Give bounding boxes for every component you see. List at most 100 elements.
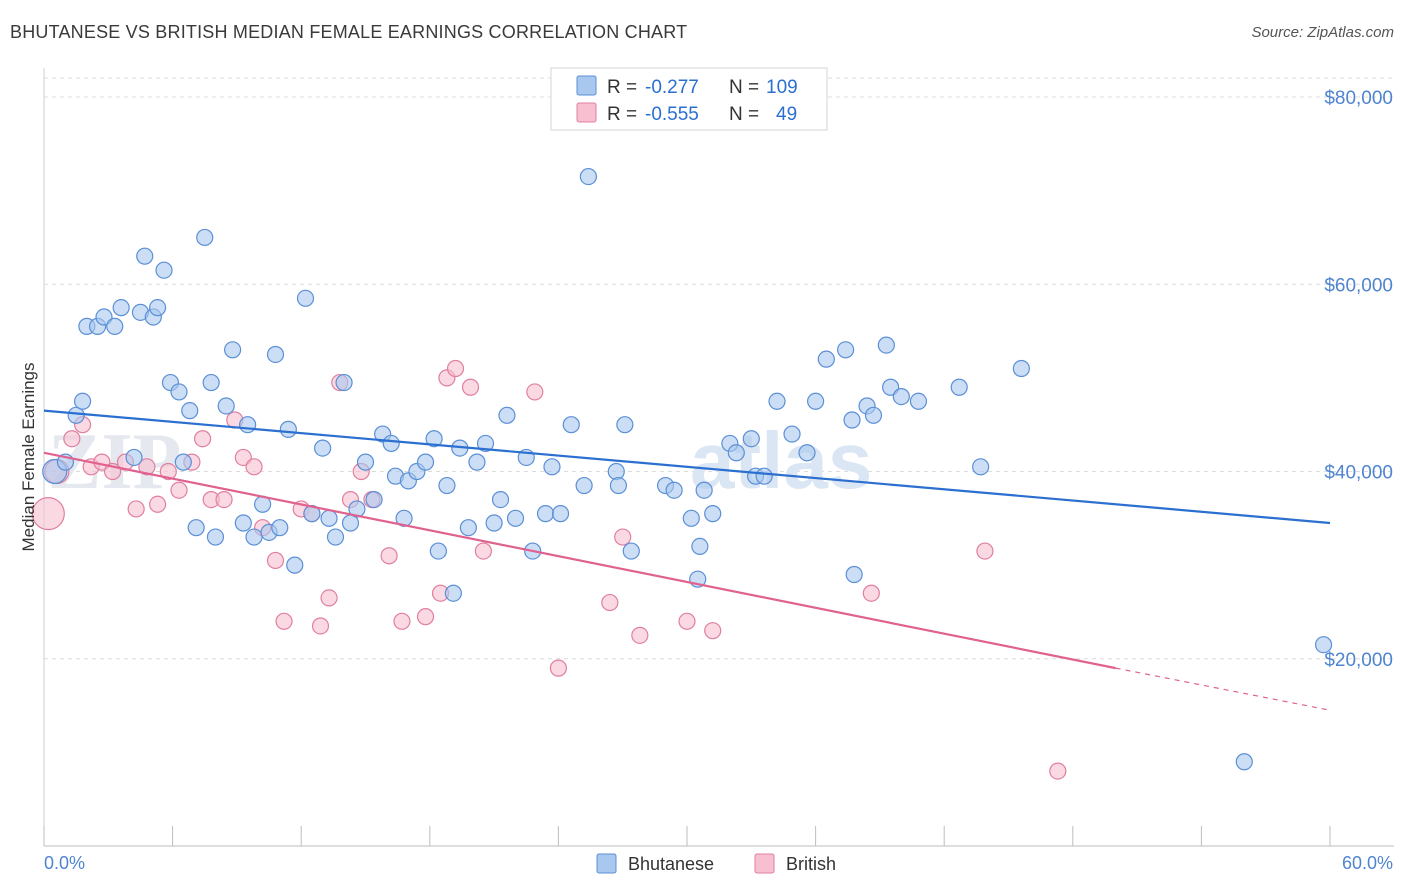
british-point: [416, 608, 435, 626]
british-point: [159, 462, 177, 481]
bhutanese-point: [266, 345, 285, 364]
bhutanese-point: [335, 373, 353, 392]
bhutanese-point: [691, 537, 709, 556]
bhutanese-point: [695, 481, 713, 499]
british-trend-extension: [1115, 667, 1331, 711]
bhutanese-point: [67, 406, 85, 424]
british-point: [194, 430, 212, 448]
bhutanese-point: [286, 556, 304, 574]
bhutanese-trend-line: [43, 409, 1331, 525]
bhutanese-point: [148, 299, 167, 317]
bhutanese-point: [279, 420, 297, 438]
bhutanese-point: [506, 509, 525, 527]
bhutanese-point: [429, 542, 447, 560]
stats-swatch-british: [576, 102, 597, 123]
bhutanese-point: [498, 406, 516, 424]
bhutanese-point: [125, 448, 143, 467]
british-point: [266, 551, 285, 570]
stats-n-value-bhutanese: 109: [766, 77, 798, 98]
bhutanese-point: [245, 528, 263, 546]
british-point: [380, 547, 398, 565]
bhutanese-point: [187, 519, 205, 537]
bhutanese-point: [459, 519, 477, 537]
bhutanese-point: [395, 509, 413, 527]
stats-n-label-british: N =: [729, 104, 759, 125]
british-point: [549, 659, 568, 677]
bhutanese-point: [622, 542, 640, 560]
stats-legend-box: [550, 67, 828, 131]
legend-swatch-british: [754, 853, 775, 874]
bhutanese-point: [575, 476, 593, 495]
stats-legend: R = -0.277 N = 109 R = -0.555 N = 49: [550, 67, 828, 131]
british-trend-line: [43, 451, 1116, 670]
bhutanese-point: [972, 458, 990, 476]
bhutanese-point: [382, 434, 400, 453]
bhutanese-point: [271, 519, 289, 537]
bhutanese-point: [206, 528, 225, 546]
bhutanese-point: [73, 392, 92, 410]
y-axis-title: Median Female Earnings: [19, 363, 38, 552]
british-point: [245, 458, 263, 476]
british-point: [704, 622, 722, 640]
legend-label-british: British: [786, 854, 836, 874]
x-axis-ticks: [43, 826, 1331, 846]
stats-n-value-british: 49: [776, 104, 797, 125]
bhutanese-point: [438, 476, 456, 495]
y-tick-label: $20,000: [1324, 650, 1393, 671]
source-credit: Source: ZipAtlas.com: [1251, 24, 1394, 41]
stats-r-label-british: R =: [607, 104, 637, 125]
bhutanese-point: [224, 341, 242, 359]
british-point: [474, 542, 492, 560]
british-point: [63, 430, 81, 448]
bhutanese-point: [491, 490, 510, 509]
bhutanese-point: [217, 397, 235, 415]
legend-swatch-bhutanese: [596, 853, 617, 874]
bhutanese-point: [682, 509, 700, 527]
bhutanese-point: [845, 565, 863, 584]
bhutanese-point: [234, 514, 252, 532]
bhutanese-point: [892, 388, 910, 406]
bhutanese-point: [806, 392, 825, 410]
bhutanese-point: [444, 584, 462, 602]
british-point: [461, 378, 480, 396]
x-tick-label-max: 60.0%: [1342, 853, 1393, 873]
bhutanese-point: [155, 261, 173, 279]
british-point: [320, 589, 338, 607]
y-tick-label: $40,000: [1324, 463, 1393, 484]
bhutanese-point: [704, 505, 722, 523]
watermark-atlas: atlas: [690, 416, 872, 505]
bhutanese-point: [1012, 359, 1030, 378]
y-tick-label: $60,000: [1324, 275, 1393, 296]
british-point: [601, 593, 619, 612]
bhutanese-point: [476, 434, 495, 453]
bhutanese-point: [1314, 636, 1333, 654]
bhutanese-point: [755, 467, 773, 485]
bhutanese-point: [314, 439, 332, 457]
bhutanese-point: [616, 416, 634, 434]
british-point: [170, 481, 188, 499]
bhutanese-point: [665, 481, 683, 499]
british-point: [311, 617, 330, 635]
bhutanese-point: [365, 490, 383, 509]
x-tick-label-min: 0.0%: [44, 853, 85, 873]
british-point: [678, 612, 696, 630]
bhutanese-point: [326, 528, 345, 546]
british-point: [215, 490, 233, 509]
y-axis-tick-labels: $20,000 $40,000 $60,000 $80,000: [1324, 88, 1393, 671]
british-point: [393, 612, 411, 630]
british-point: [138, 458, 156, 476]
bhutanese-point: [727, 444, 745, 462]
bhutanese-point: [196, 228, 214, 247]
series-legend: Bhutanese British: [596, 853, 836, 874]
bhutanese-point: [239, 416, 257, 434]
bhutanese-point: [798, 444, 816, 462]
bhutanese-point: [768, 392, 786, 410]
bhutanese-point: [579, 167, 598, 186]
british-point: [1049, 762, 1067, 780]
bhutanese-point: [181, 402, 199, 420]
bhutanese-point: [609, 476, 628, 495]
bhutanese-point: [468, 453, 486, 471]
stats-r-label-bhutanese: R =: [607, 77, 637, 98]
bhutanese-point: [320, 509, 338, 527]
